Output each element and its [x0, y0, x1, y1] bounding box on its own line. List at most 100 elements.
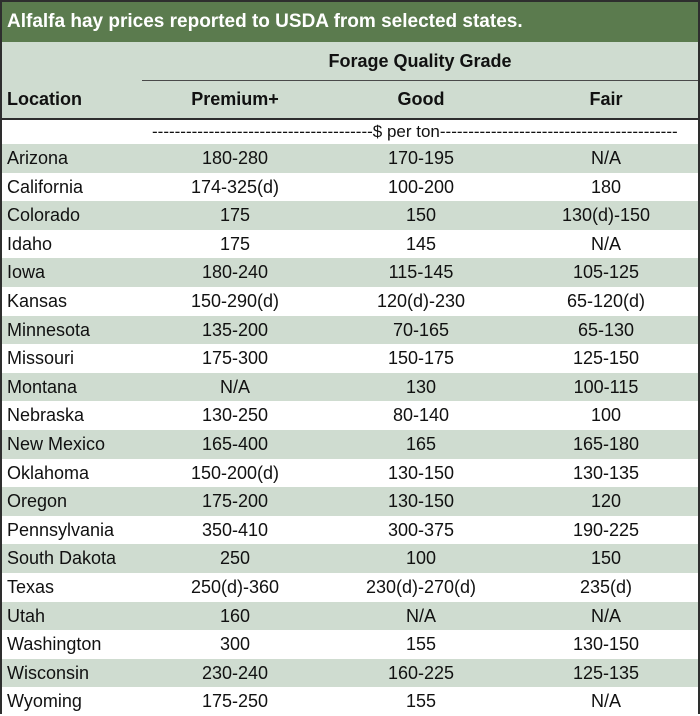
cell-premium: 175-200 — [201, 491, 269, 512]
cell-good: 300-375 — [387, 519, 455, 540]
table-body: Arizona 180-280 170-195 N/A California 174-32… — [2, 144, 698, 716]
cell-good: 100 — [405, 548, 437, 569]
cell-premium: 160 — [219, 605, 251, 626]
cell-fair: 235(d) — [579, 576, 633, 597]
cell-fair: 190-225 — [572, 519, 640, 540]
cell-location: Oregon — [7, 491, 68, 512]
cell-premium: 165-400 — [201, 433, 269, 454]
table-row: Wisconsin 230-240 160-225 125-135 — [2, 658, 698, 688]
cell-location: Texas — [7, 576, 55, 597]
table-row: Oregon 175-200 130-150 120 — [2, 487, 698, 516]
cell-premium: 174-325(d) — [190, 176, 280, 197]
table-row: South Dakota 250 100 150 — [2, 544, 698, 573]
table-header: Forage Quality Grade Location Premium+ G… — [2, 42, 698, 118]
cell-good: 170-195 — [387, 148, 455, 168]
cell-fair: 150 — [590, 548, 622, 569]
table-row: Utah 160 N/A N/A — [2, 601, 698, 631]
cell-fair: N/A — [590, 148, 621, 168]
cell-good: 80-140 — [392, 405, 450, 426]
cell-location: Iowa — [7, 262, 46, 283]
cell-good: 160-225 — [387, 662, 455, 683]
cell-location: Arizona — [7, 148, 69, 168]
cell-location: Utah — [7, 605, 46, 626]
table-row: Texas 250(d)-360 230(d)-270(d) 235(d) — [2, 572, 698, 602]
cell-premium: 230-240 — [201, 662, 269, 683]
cell-premium: 150-200(d) — [190, 462, 280, 483]
cell-location: New Mexico — [7, 433, 106, 454]
cell-fair: 100-115 — [573, 376, 639, 397]
table-row: Montana N/A 130 100-115 — [2, 372, 698, 402]
cell-fair: N/A — [590, 233, 621, 254]
cell-good: 165 — [405, 433, 437, 454]
table-row: Minnesota 135-200 70-165 65-130 — [2, 315, 698, 345]
table-row: Missouri 175-300 150-175 125-150 — [2, 344, 698, 373]
column-header-fair: Fair — [589, 89, 623, 109]
cell-fair: 105-125 — [572, 262, 640, 283]
cell-good: 70-165 — [392, 319, 450, 340]
cell-fair: 120 — [590, 491, 622, 512]
group-header-forage-quality: Forage Quality Grade — [328, 51, 512, 71]
cell-good: 230(d)-270(d) — [365, 576, 477, 597]
table-row: Nebraska 130-250 80-140 100 — [2, 401, 698, 430]
table-row: California 174-325(d) 100-200 180 — [2, 172, 698, 202]
cell-premium: 175 — [219, 205, 251, 226]
cell-premium: 175-300 — [201, 348, 269, 369]
cell-fair: 180 — [590, 176, 622, 197]
cell-location: Pennsylvania — [7, 519, 115, 540]
cell-premium: 175-250 — [201, 691, 269, 712]
table-row: Oklahoma 150-200(d) 130-150 130-135 — [2, 458, 698, 488]
cell-fair: 165-180 — [572, 433, 640, 454]
cell-fair: N/A — [590, 605, 621, 626]
cell-good: 150 — [405, 205, 437, 226]
cell-fair: 125-135 — [572, 662, 640, 683]
cell-fair: 100 — [590, 405, 622, 426]
cell-location: Nebraska — [7, 405, 85, 426]
cell-good: 130 — [405, 376, 437, 397]
cell-good: N/A — [405, 605, 436, 626]
table-row: Arizona 180-280 170-195 N/A — [2, 144, 698, 173]
column-header-location: Location — [7, 89, 82, 109]
cell-good: 120(d)-230 — [376, 290, 466, 311]
cell-location: South Dakota — [7, 548, 117, 569]
table-row: Pennsylvania 350-410 300-375 190-225 — [2, 515, 698, 545]
cell-premium: 300 — [219, 634, 251, 655]
cell-fair: N/A — [590, 691, 621, 712]
table-row: Idaho 175 145 N/A — [2, 229, 698, 259]
cell-good: 145 — [405, 233, 437, 254]
cell-location: Wyoming — [7, 691, 82, 712]
table-title: Alfalfa hay prices reported to USDA from… — [2, 2, 698, 42]
cell-fair: 130-150 — [572, 634, 640, 655]
table-row: Colorado 175 150 130(d)-150 — [2, 201, 698, 230]
cell-good: 130-150 — [387, 491, 455, 512]
cell-location: Minnesota — [7, 319, 91, 340]
cell-premium: 130-250 — [201, 405, 269, 426]
column-header-premium: Premium+ — [191, 89, 279, 109]
cell-location: Wisconsin — [7, 662, 90, 683]
units-row: ---------------------------------------$… — [2, 120, 698, 144]
table-row: Wyoming 175-250 155 N/A — [2, 687, 698, 716]
table-row: New Mexico 165-400 165 165-180 — [2, 429, 698, 459]
cell-good: 150-175 — [387, 348, 455, 369]
cell-location: California — [7, 176, 84, 197]
cell-location: Kansas — [7, 290, 68, 311]
cell-fair: 65-120(d) — [566, 290, 646, 311]
cell-premium: N/A — [219, 376, 250, 397]
cell-good: 130-150 — [387, 462, 455, 483]
cell-fair: 130-135 — [572, 462, 640, 483]
cell-location: Idaho — [7, 233, 53, 254]
cell-premium: 175 — [219, 233, 251, 254]
cell-fair: 125-150 — [572, 348, 640, 369]
cell-premium: 250(d)-360 — [190, 576, 280, 597]
column-header-good: Good — [397, 89, 445, 109]
cell-premium: 250 — [219, 548, 251, 569]
header-divider — [2, 118, 698, 120]
cell-premium: 350-410 — [201, 519, 269, 540]
table-row: Washington 300 155 130-150 — [2, 630, 698, 659]
cell-premium: 135-200 — [201, 319, 269, 340]
cell-premium: 180-240 — [201, 262, 269, 283]
table-row: Kansas 150-290(d) 120(d)-230 65-120(d) — [2, 286, 698, 316]
cell-good: 155 — [405, 634, 437, 655]
cell-good: 100-200 — [387, 176, 455, 197]
group-header-rule — [142, 80, 698, 81]
